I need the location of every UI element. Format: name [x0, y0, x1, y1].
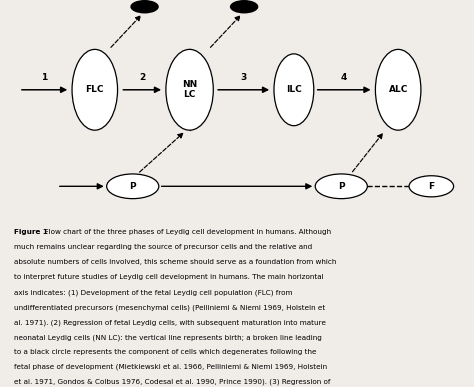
Text: NN
LC: NN LC: [182, 80, 197, 99]
Text: F: F: [428, 182, 434, 191]
Text: to a black circle represents the component of cells which degenerates following : to a black circle represents the compone…: [14, 349, 317, 355]
Text: to interpret future studies of Leydig cell development in humans. The main horiz: to interpret future studies of Leydig ce…: [14, 274, 324, 280]
Circle shape: [230, 0, 258, 14]
Text: 4: 4: [341, 73, 347, 82]
Text: 3: 3: [240, 73, 247, 82]
Ellipse shape: [72, 50, 118, 130]
Text: ILC: ILC: [286, 85, 302, 94]
Text: al. 1971). (2) Regression of fetal Leydig cells, with subsequent maturation into: al. 1971). (2) Regression of fetal Leydi…: [14, 319, 326, 325]
Circle shape: [315, 174, 367, 199]
Ellipse shape: [274, 54, 314, 126]
Ellipse shape: [166, 50, 213, 130]
Circle shape: [107, 174, 159, 199]
Text: undifferentiated precursors (mesenchymal cells) (Pelliniemi & Niemi 1969, Holste: undifferentiated precursors (mesenchymal…: [14, 304, 326, 311]
Text: axis indicates: (1) Development of the fetal Leydig cell population (FLC) from: axis indicates: (1) Development of the f…: [14, 289, 293, 296]
Text: 1: 1: [41, 73, 48, 82]
Text: fetal phase of development (Mietkiewski et al. 1966, Pelliniemi & Niemi 1969, Ho: fetal phase of development (Mietkiewski …: [14, 364, 328, 370]
Text: Flow chart of the three phases of Leydig cell development in humans. Although: Flow chart of the three phases of Leydig…: [40, 229, 331, 235]
Circle shape: [130, 0, 159, 14]
Text: et al. 1971, Gondos & Colbus 1976, Codesal et al. 1990, Prince 1990). (3) Regres: et al. 1971, Gondos & Colbus 1976, Codes…: [14, 379, 330, 385]
Text: P: P: [338, 182, 345, 191]
Text: neonatal Leydig cells (NN LC): the vertical line represents birth; a broken line: neonatal Leydig cells (NN LC): the verti…: [14, 334, 322, 341]
Text: 2: 2: [139, 73, 146, 82]
Text: absolute numbers of cells involved, this scheme should serve as a foundation fro: absolute numbers of cells involved, this…: [14, 259, 337, 265]
Ellipse shape: [375, 50, 421, 130]
Circle shape: [409, 176, 454, 197]
Text: Figure 1: Figure 1: [14, 229, 48, 235]
Text: FLC: FLC: [85, 85, 104, 94]
Text: ALC: ALC: [389, 85, 408, 94]
Text: much remains unclear regarding the source of precursor cells and the relative an: much remains unclear regarding the sourc…: [14, 244, 312, 250]
Text: P: P: [129, 182, 136, 191]
